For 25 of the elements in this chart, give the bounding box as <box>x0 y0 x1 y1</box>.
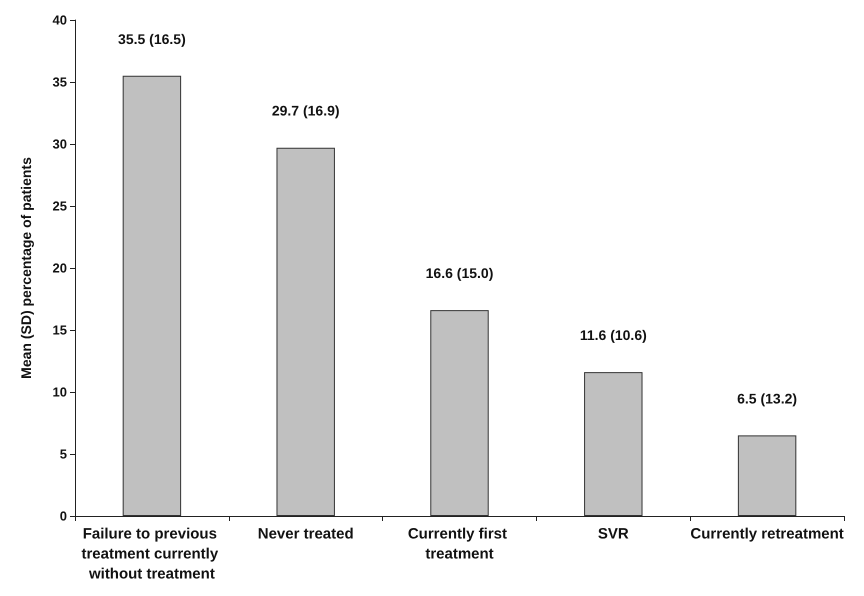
x-tick-label: SVR <box>598 526 629 542</box>
y-tick-label: 35 <box>52 74 67 90</box>
y-tick-label: 10 <box>52 384 67 400</box>
y-tick-label: 0 <box>60 508 67 524</box>
y-tick-label: 30 <box>52 136 67 152</box>
data-label: 29.7 (16.9) <box>272 102 340 119</box>
x-tick-label: Currently retreatment <box>690 526 844 542</box>
bar <box>430 310 489 516</box>
x-tick-label: Failure to previous treatment currently without treatment <box>81 526 222 582</box>
y-tick-label: 20 <box>52 260 67 276</box>
y-tick-label: 15 <box>52 322 67 338</box>
bar <box>584 372 643 516</box>
data-label: 6.5 (13.2) <box>737 390 798 406</box>
x-tick-label: Never treated <box>258 526 354 542</box>
bar <box>122 76 182 516</box>
y-tick-label: 25 <box>52 198 67 214</box>
bar <box>276 148 335 516</box>
y-tick-label: 5 <box>60 446 67 462</box>
y-tick-label: 40 <box>52 12 67 28</box>
y-axis-title: Mean (SD) percentage of patients <box>18 156 34 379</box>
x-tick-label: Currently first treatment <box>408 526 512 562</box>
bar <box>738 435 796 516</box>
data-label: 11.6 (10.6) <box>580 327 647 344</box>
data-label: 35.5 (16.5) <box>118 30 186 47</box>
data-label: 16.6 (15.0) <box>426 265 494 282</box>
